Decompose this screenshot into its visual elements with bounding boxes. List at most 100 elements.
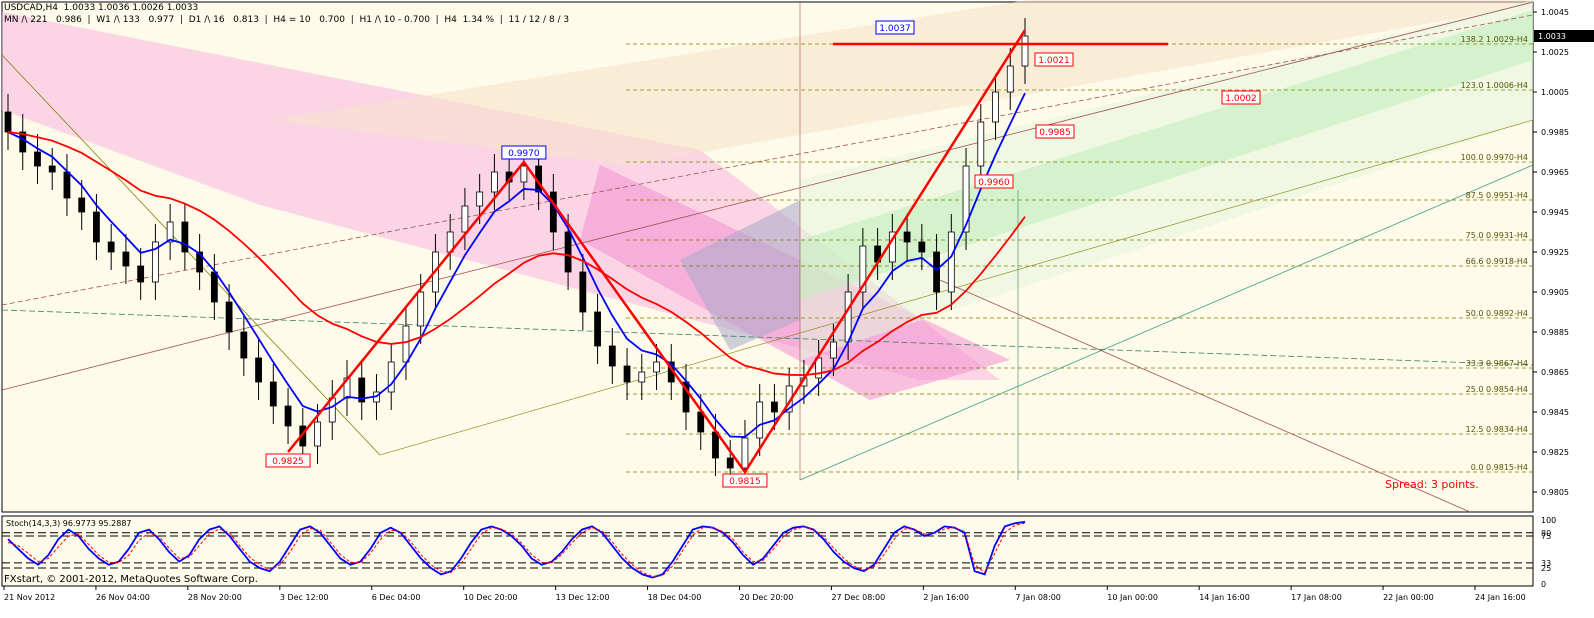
candle-body bbox=[859, 245, 867, 293]
spread-text: Spread: 3 points. bbox=[1385, 478, 1479, 491]
candle-body bbox=[653, 361, 660, 373]
stoch-axis-label: 80 bbox=[1541, 529, 1551, 538]
price-label-box bbox=[1034, 52, 1074, 67]
candle-body bbox=[977, 121, 985, 167]
candle-body bbox=[196, 251, 204, 273]
time-axis-label: 20 Dec 20:00 bbox=[740, 593, 794, 602]
candle-body bbox=[1006, 65, 1014, 93]
time-axis-label: 13 Dec 12:00 bbox=[556, 593, 610, 602]
price-label-box bbox=[974, 174, 1014, 189]
candle-body bbox=[1021, 35, 1029, 67]
time-axis-label: 6 Dec 04:00 bbox=[372, 593, 421, 602]
price-axis-label: 0.9865 bbox=[1541, 368, 1569, 377]
price-label-text: 1.0002 bbox=[1225, 94, 1257, 104]
fast-moving-average bbox=[7, 92, 1026, 438]
stoch-plot-area bbox=[1, 515, 1534, 587]
candle-body bbox=[269, 381, 277, 407]
candle-body bbox=[107, 241, 115, 253]
time-axis-label: 2 Jan 16:00 bbox=[923, 593, 969, 602]
stoch-axis-label: 25 bbox=[1541, 564, 1551, 573]
stoch-axis-label: 75 bbox=[1541, 532, 1551, 541]
candle-body bbox=[608, 345, 616, 367]
price-axis-label: 0.9825 bbox=[1541, 448, 1569, 457]
zigzag-point-box bbox=[265, 453, 311, 468]
copyright-text: FXstart, © 2001-2012, MetaQuotes Softwar… bbox=[4, 574, 258, 585]
price-axis-label: 0.9885 bbox=[1541, 328, 1569, 337]
zigzag-point-label: 0.9970 bbox=[508, 149, 540, 159]
candle-body bbox=[387, 361, 395, 393]
time-axis-label: 18 Dec 04:00 bbox=[648, 593, 702, 602]
candle-body bbox=[520, 165, 528, 183]
stoch-title: Stoch(14,3,3) 96.9773 95.2887 bbox=[6, 519, 132, 528]
candle-body bbox=[284, 405, 292, 427]
candle-body bbox=[829, 341, 837, 359]
candle-body bbox=[579, 271, 587, 313]
candle-body bbox=[255, 357, 262, 383]
channel-line bbox=[1, 54, 381, 456]
candle-body bbox=[151, 241, 159, 283]
price-axis-label: 0.9945 bbox=[1541, 208, 1569, 217]
price-label-text: 0.9985 bbox=[1039, 128, 1071, 138]
candle-body bbox=[756, 401, 764, 439]
zigzag-point-label: 0.9825 bbox=[272, 457, 304, 467]
candle-body bbox=[225, 301, 233, 333]
candle-body bbox=[476, 191, 484, 207]
time-axis-label: 24 Jan 16:00 bbox=[1475, 593, 1526, 602]
price-axis-label: 1.0025 bbox=[1541, 48, 1569, 57]
zigzag-line bbox=[287, 29, 1027, 475]
stoch-axis-label: 33 bbox=[1541, 559, 1551, 568]
candle-body bbox=[962, 165, 970, 233]
current-price-label: 1.0033 bbox=[1538, 32, 1566, 41]
fib-level-label: 75.0 0.9931-H4 bbox=[1466, 231, 1528, 240]
trend-line bbox=[939, 279, 1471, 513]
price-label-text: 1.0037 bbox=[879, 24, 911, 34]
candle-body bbox=[564, 231, 572, 273]
time-axis-label: 21 Nov 2012 bbox=[4, 593, 55, 602]
stoch-signal-line bbox=[7, 522, 1026, 577]
time-axis-label: 26 Nov 04:00 bbox=[96, 593, 150, 602]
candle-body bbox=[402, 325, 410, 363]
fib-level-label: 25.0 0.9854-H4 bbox=[1466, 385, 1528, 394]
slow-moving-average bbox=[7, 131, 1026, 377]
time-axis-label: 14 Jan 16:00 bbox=[1199, 593, 1250, 602]
time-axis-label: 17 Jan 08:00 bbox=[1291, 593, 1342, 602]
grey-channel-band bbox=[680, 200, 800, 350]
stoch-axis-label: 0 bbox=[1541, 580, 1546, 589]
candle-body bbox=[19, 131, 27, 153]
candle-body bbox=[638, 371, 646, 383]
time-axis-label: 22 Jan 00:00 bbox=[1383, 593, 1434, 602]
channel-line bbox=[799, 164, 1534, 481]
price-axis-label: 1.0045 bbox=[1541, 8, 1569, 17]
candle-body bbox=[314, 421, 321, 447]
fib-level-label: 50.0 0.9892-H4 bbox=[1466, 309, 1528, 318]
fib-level-label: 100.0 0.9970-H4 bbox=[1461, 153, 1528, 162]
tan-channel-band bbox=[270, 0, 1533, 165]
candle-body bbox=[844, 291, 852, 343]
time-axis-label: 28 Nov 20:00 bbox=[188, 593, 242, 602]
stoch-axis-label: 100 bbox=[1541, 516, 1556, 525]
candle-body bbox=[78, 197, 86, 213]
fib-level-label: 0.0 0.9815-H4 bbox=[1471, 463, 1528, 472]
zigzag-point-box bbox=[722, 473, 768, 488]
stats-header: MN /\ 221 0.986 | W1 /\ 133 0.977 | D1 /… bbox=[4, 15, 570, 25]
candle-body bbox=[726, 457, 734, 469]
fib-level-label: 87.5 0.9951-H4 bbox=[1466, 191, 1528, 200]
fib-level-label: 12.5 0.9834-H4 bbox=[1466, 425, 1528, 434]
stoch-main-line bbox=[7, 521, 1026, 579]
candle-body bbox=[741, 437, 749, 469]
candle-body bbox=[122, 251, 130, 267]
fib-level-label: 33.3 0.9867-H4 bbox=[1466, 359, 1528, 368]
current-price-marker bbox=[1534, 30, 1594, 42]
zigzag-point-label: 0.9815 bbox=[729, 477, 761, 487]
price-axis-label: 0.9845 bbox=[1541, 408, 1569, 417]
fib-level-label: 138.2 1.0029-H4 bbox=[1461, 35, 1528, 44]
candle-body bbox=[771, 401, 778, 413]
fib-level-label: 123.0 1.0006-H4 bbox=[1461, 81, 1528, 90]
candle-body bbox=[947, 231, 955, 293]
trend-line-dashed bbox=[1, 309, 1534, 366]
candle-body bbox=[417, 291, 425, 327]
fib-level-label: 66.6 0.9918-H4 bbox=[1466, 257, 1528, 266]
price-axis-label: 0.9965 bbox=[1541, 168, 1569, 177]
